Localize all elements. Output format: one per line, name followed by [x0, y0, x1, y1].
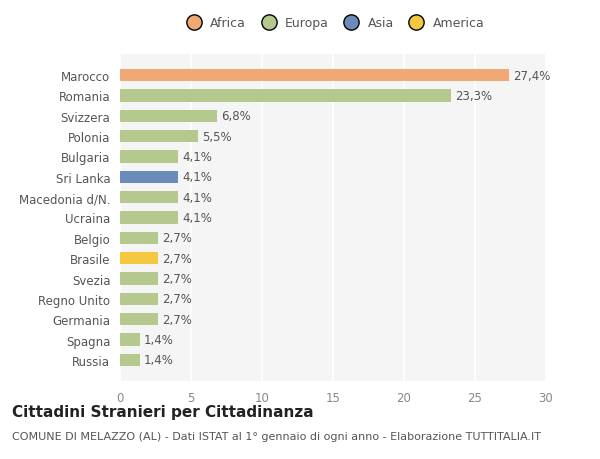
Bar: [120, 131, 198, 143]
Text: 2,7%: 2,7%: [163, 272, 193, 285]
Text: 1,4%: 1,4%: [144, 333, 174, 346]
Text: 6,8%: 6,8%: [221, 110, 251, 123]
Bar: [120, 171, 178, 184]
Bar: [120, 334, 140, 346]
Bar: [120, 252, 158, 265]
Bar: [120, 192, 178, 204]
Legend: Africa, Europa, Asia, America: Africa, Europa, Asia, America: [176, 12, 490, 35]
Text: Cittadini Stranieri per Cittadinanza: Cittadini Stranieri per Cittadinanza: [12, 404, 314, 419]
Text: 2,7%: 2,7%: [163, 293, 193, 306]
Text: 4,1%: 4,1%: [182, 151, 212, 164]
Bar: [120, 293, 158, 305]
Text: 4,1%: 4,1%: [182, 191, 212, 204]
Bar: [120, 90, 451, 102]
Bar: [120, 354, 140, 366]
Bar: [120, 151, 178, 163]
Bar: [120, 273, 158, 285]
Text: 2,7%: 2,7%: [163, 313, 193, 326]
Text: 2,7%: 2,7%: [163, 232, 193, 245]
Bar: [120, 232, 158, 244]
Text: COMUNE DI MELAZZO (AL) - Dati ISTAT al 1° gennaio di ogni anno - Elaborazione TU: COMUNE DI MELAZZO (AL) - Dati ISTAT al 1…: [12, 431, 541, 442]
Text: 4,1%: 4,1%: [182, 171, 212, 184]
Text: 5,5%: 5,5%: [202, 130, 232, 143]
Bar: [120, 313, 158, 325]
Text: 4,1%: 4,1%: [182, 212, 212, 224]
Text: 1,4%: 1,4%: [144, 353, 174, 367]
Bar: [120, 70, 509, 82]
Text: 27,4%: 27,4%: [514, 69, 551, 83]
Bar: [120, 111, 217, 123]
Bar: [120, 212, 178, 224]
Text: 2,7%: 2,7%: [163, 252, 193, 265]
Text: 23,3%: 23,3%: [455, 90, 492, 103]
